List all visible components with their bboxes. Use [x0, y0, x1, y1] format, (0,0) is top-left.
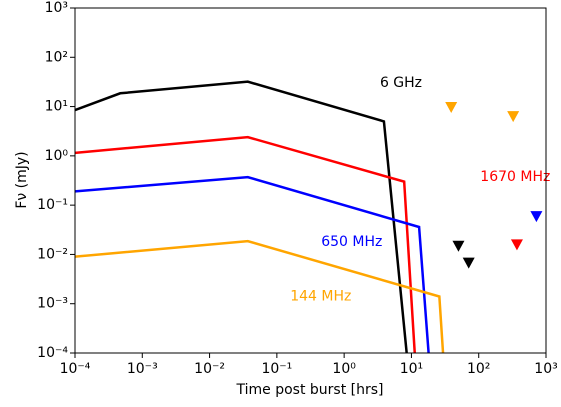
- annotation: 650 MHz: [321, 234, 382, 250]
- upper-limit-marker: [452, 240, 465, 252]
- x-tick-label: 10⁻²: [194, 361, 225, 377]
- x-tick-label: 10²: [467, 361, 490, 377]
- x-tick-label: 10⁻¹: [261, 361, 292, 377]
- annotation: 6 GHz: [380, 75, 422, 91]
- line: [75, 239, 445, 353]
- upper-limit-marker: [510, 239, 523, 251]
- y-tick-label: 10¹: [45, 99, 68, 115]
- x-axis-label: Time post burst [hrs]: [236, 382, 384, 398]
- x-tick-label: 10¹: [400, 361, 423, 377]
- upper-limit-marker: [445, 102, 458, 114]
- upper-limit-marker: [530, 211, 543, 223]
- upper-limit-marker: [462, 257, 475, 269]
- line: [75, 80, 408, 353]
- y-tick-label: 10⁻⁴: [37, 345, 68, 361]
- y-tick-label: 10⁰: [45, 148, 69, 164]
- y-tick-label: 10²: [45, 49, 68, 65]
- y-tick-label: 10⁻³: [37, 296, 68, 312]
- x-tick-label: 10³: [534, 361, 557, 377]
- line: [75, 175, 430, 353]
- y-tick-label: 10⁻¹: [37, 197, 68, 213]
- upper-limit-marker: [507, 111, 520, 123]
- y-axis-label: Fν (mJy): [14, 151, 30, 208]
- y-tick-label: 10⁻²: [37, 246, 68, 262]
- annotation: 1670 MHz: [480, 169, 550, 185]
- y-tick-label: 10³: [45, 0, 68, 16]
- annotation: 144 MHz: [290, 289, 351, 305]
- x-tick-label: 10⁻³: [127, 361, 158, 377]
- x-tick-label: 10⁰: [332, 361, 356, 377]
- x-tick-label: 10⁻⁴: [60, 361, 91, 377]
- line: [75, 135, 416, 353]
- plot-frame: [74, 7, 547, 354]
- plot-area: [75, 80, 445, 353]
